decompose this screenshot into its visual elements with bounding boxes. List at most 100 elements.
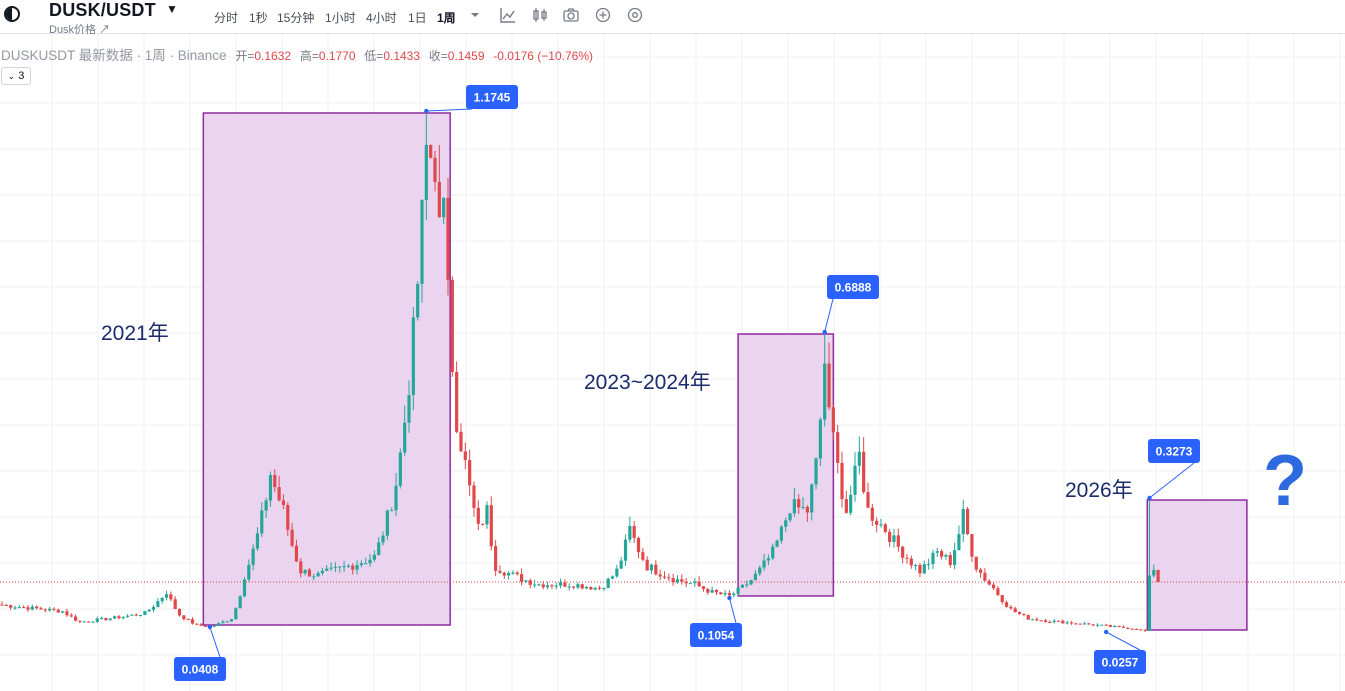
candle-body bbox=[1143, 629, 1147, 631]
interval-1w[interactable]: 1周 bbox=[437, 11, 456, 25]
interval-tick[interactable]: 分时 bbox=[214, 11, 239, 25]
highlight-box-2023-2024 bbox=[737, 333, 835, 597]
interval-1h[interactable]: 1小时 bbox=[325, 11, 356, 25]
candle-body bbox=[160, 597, 164, 602]
candle-body bbox=[667, 577, 671, 579]
candle bbox=[203, 625, 208, 628]
candle bbox=[169, 591, 173, 602]
candle-body bbox=[883, 524, 887, 532]
candle bbox=[368, 554, 372, 567]
candle bbox=[931, 549, 935, 570]
candle-body bbox=[39, 608, 43, 610]
candle-body bbox=[351, 565, 355, 570]
candle bbox=[550, 584, 554, 590]
candle-body bbox=[1035, 619, 1039, 621]
candle-body bbox=[56, 609, 60, 613]
callout-leader bbox=[728, 597, 737, 624]
question-mark: ? bbox=[1263, 441, 1307, 521]
candle-style-icon[interactable] bbox=[531, 6, 549, 24]
candle bbox=[325, 565, 329, 572]
candle-body bbox=[303, 569, 307, 574]
candle-body bbox=[771, 546, 775, 559]
candle-body bbox=[714, 589, 719, 593]
candle-body bbox=[736, 587, 740, 594]
candle bbox=[108, 618, 112, 621]
candle-body bbox=[151, 606, 156, 610]
candle bbox=[143, 610, 147, 616]
candle-body bbox=[481, 523, 485, 525]
settings-icon[interactable] bbox=[626, 6, 644, 24]
candle-body bbox=[26, 607, 30, 610]
symbol-subname[interactable]: Dusk价格 ↗ bbox=[49, 24, 111, 36]
interval-1s[interactable]: 1秒 bbox=[249, 11, 268, 25]
candle bbox=[442, 197, 446, 224]
candle bbox=[1143, 629, 1147, 632]
symbol-dropdown-icon[interactable]: ▼ bbox=[166, 2, 178, 16]
candle-body bbox=[892, 535, 896, 542]
candle-body bbox=[1121, 626, 1126, 628]
candle-body bbox=[836, 432, 840, 463]
add-icon[interactable] bbox=[594, 6, 612, 24]
candle bbox=[342, 560, 346, 572]
candle bbox=[1113, 624, 1117, 628]
symbol-title[interactable]: DUSK/USDT bbox=[49, 0, 156, 20]
candle-body bbox=[1113, 625, 1117, 627]
open-value: 0.1632 bbox=[254, 49, 292, 63]
candle-body bbox=[905, 557, 909, 559]
candle bbox=[623, 534, 628, 566]
candle bbox=[229, 618, 234, 622]
candle bbox=[303, 569, 307, 576]
high-value: 0.1770 bbox=[318, 49, 356, 63]
change-value: -0.0176 (−10.76%) bbox=[493, 49, 593, 63]
candle bbox=[654, 560, 658, 576]
ohlc-infobar: DUSKUSDT 最新数据 · 1周 · Binance 开=0.1632 高=… bbox=[1, 44, 593, 64]
candle bbox=[641, 548, 645, 562]
candle-body bbox=[792, 499, 796, 514]
interval-1d[interactable]: 1日 bbox=[408, 11, 427, 25]
candle bbox=[394, 473, 398, 517]
callout-box bbox=[174, 657, 226, 681]
interval-15m[interactable]: 15分钟 bbox=[277, 11, 315, 25]
candle bbox=[294, 539, 299, 563]
candle bbox=[524, 580, 528, 584]
collapse-indicators-button[interactable]: ⌄ 3 bbox=[1, 67, 31, 85]
indicator-icon[interactable] bbox=[499, 6, 517, 24]
candle-body bbox=[104, 617, 108, 621]
interval-4h[interactable]: 4小时 bbox=[366, 11, 397, 25]
candle-body bbox=[961, 508, 965, 535]
candle bbox=[1017, 611, 1022, 615]
candle-body bbox=[801, 506, 805, 508]
candle-body bbox=[853, 465, 857, 495]
candle bbox=[307, 567, 312, 577]
candle bbox=[719, 591, 723, 595]
candle bbox=[489, 496, 493, 551]
candle bbox=[740, 584, 745, 589]
candle bbox=[801, 496, 805, 510]
candle bbox=[316, 571, 320, 577]
candle-body bbox=[1048, 622, 1052, 624]
candle bbox=[840, 451, 844, 508]
candle-body bbox=[1061, 620, 1065, 624]
candle-body bbox=[164, 594, 169, 598]
candle-body bbox=[597, 587, 602, 589]
candle-body bbox=[940, 551, 944, 557]
callout-box bbox=[466, 85, 518, 109]
camera-icon[interactable] bbox=[562, 6, 580, 24]
candle-body bbox=[970, 534, 974, 557]
candle bbox=[264, 497, 268, 519]
more-intervals-icon[interactable] bbox=[466, 6, 484, 24]
candle-body bbox=[377, 542, 381, 555]
candle bbox=[1147, 498, 1152, 632]
candle-body bbox=[550, 585, 554, 587]
theme-toggle-icon[interactable] bbox=[4, 6, 20, 22]
candle bbox=[234, 607, 238, 620]
callout-leader bbox=[1105, 631, 1141, 651]
candle-body bbox=[346, 565, 350, 567]
candle bbox=[567, 583, 571, 591]
candle bbox=[788, 513, 792, 523]
callout-leader bbox=[426, 108, 473, 112]
indicator-count: 3 bbox=[18, 70, 25, 82]
candle-body bbox=[931, 552, 935, 565]
candle bbox=[749, 579, 753, 586]
